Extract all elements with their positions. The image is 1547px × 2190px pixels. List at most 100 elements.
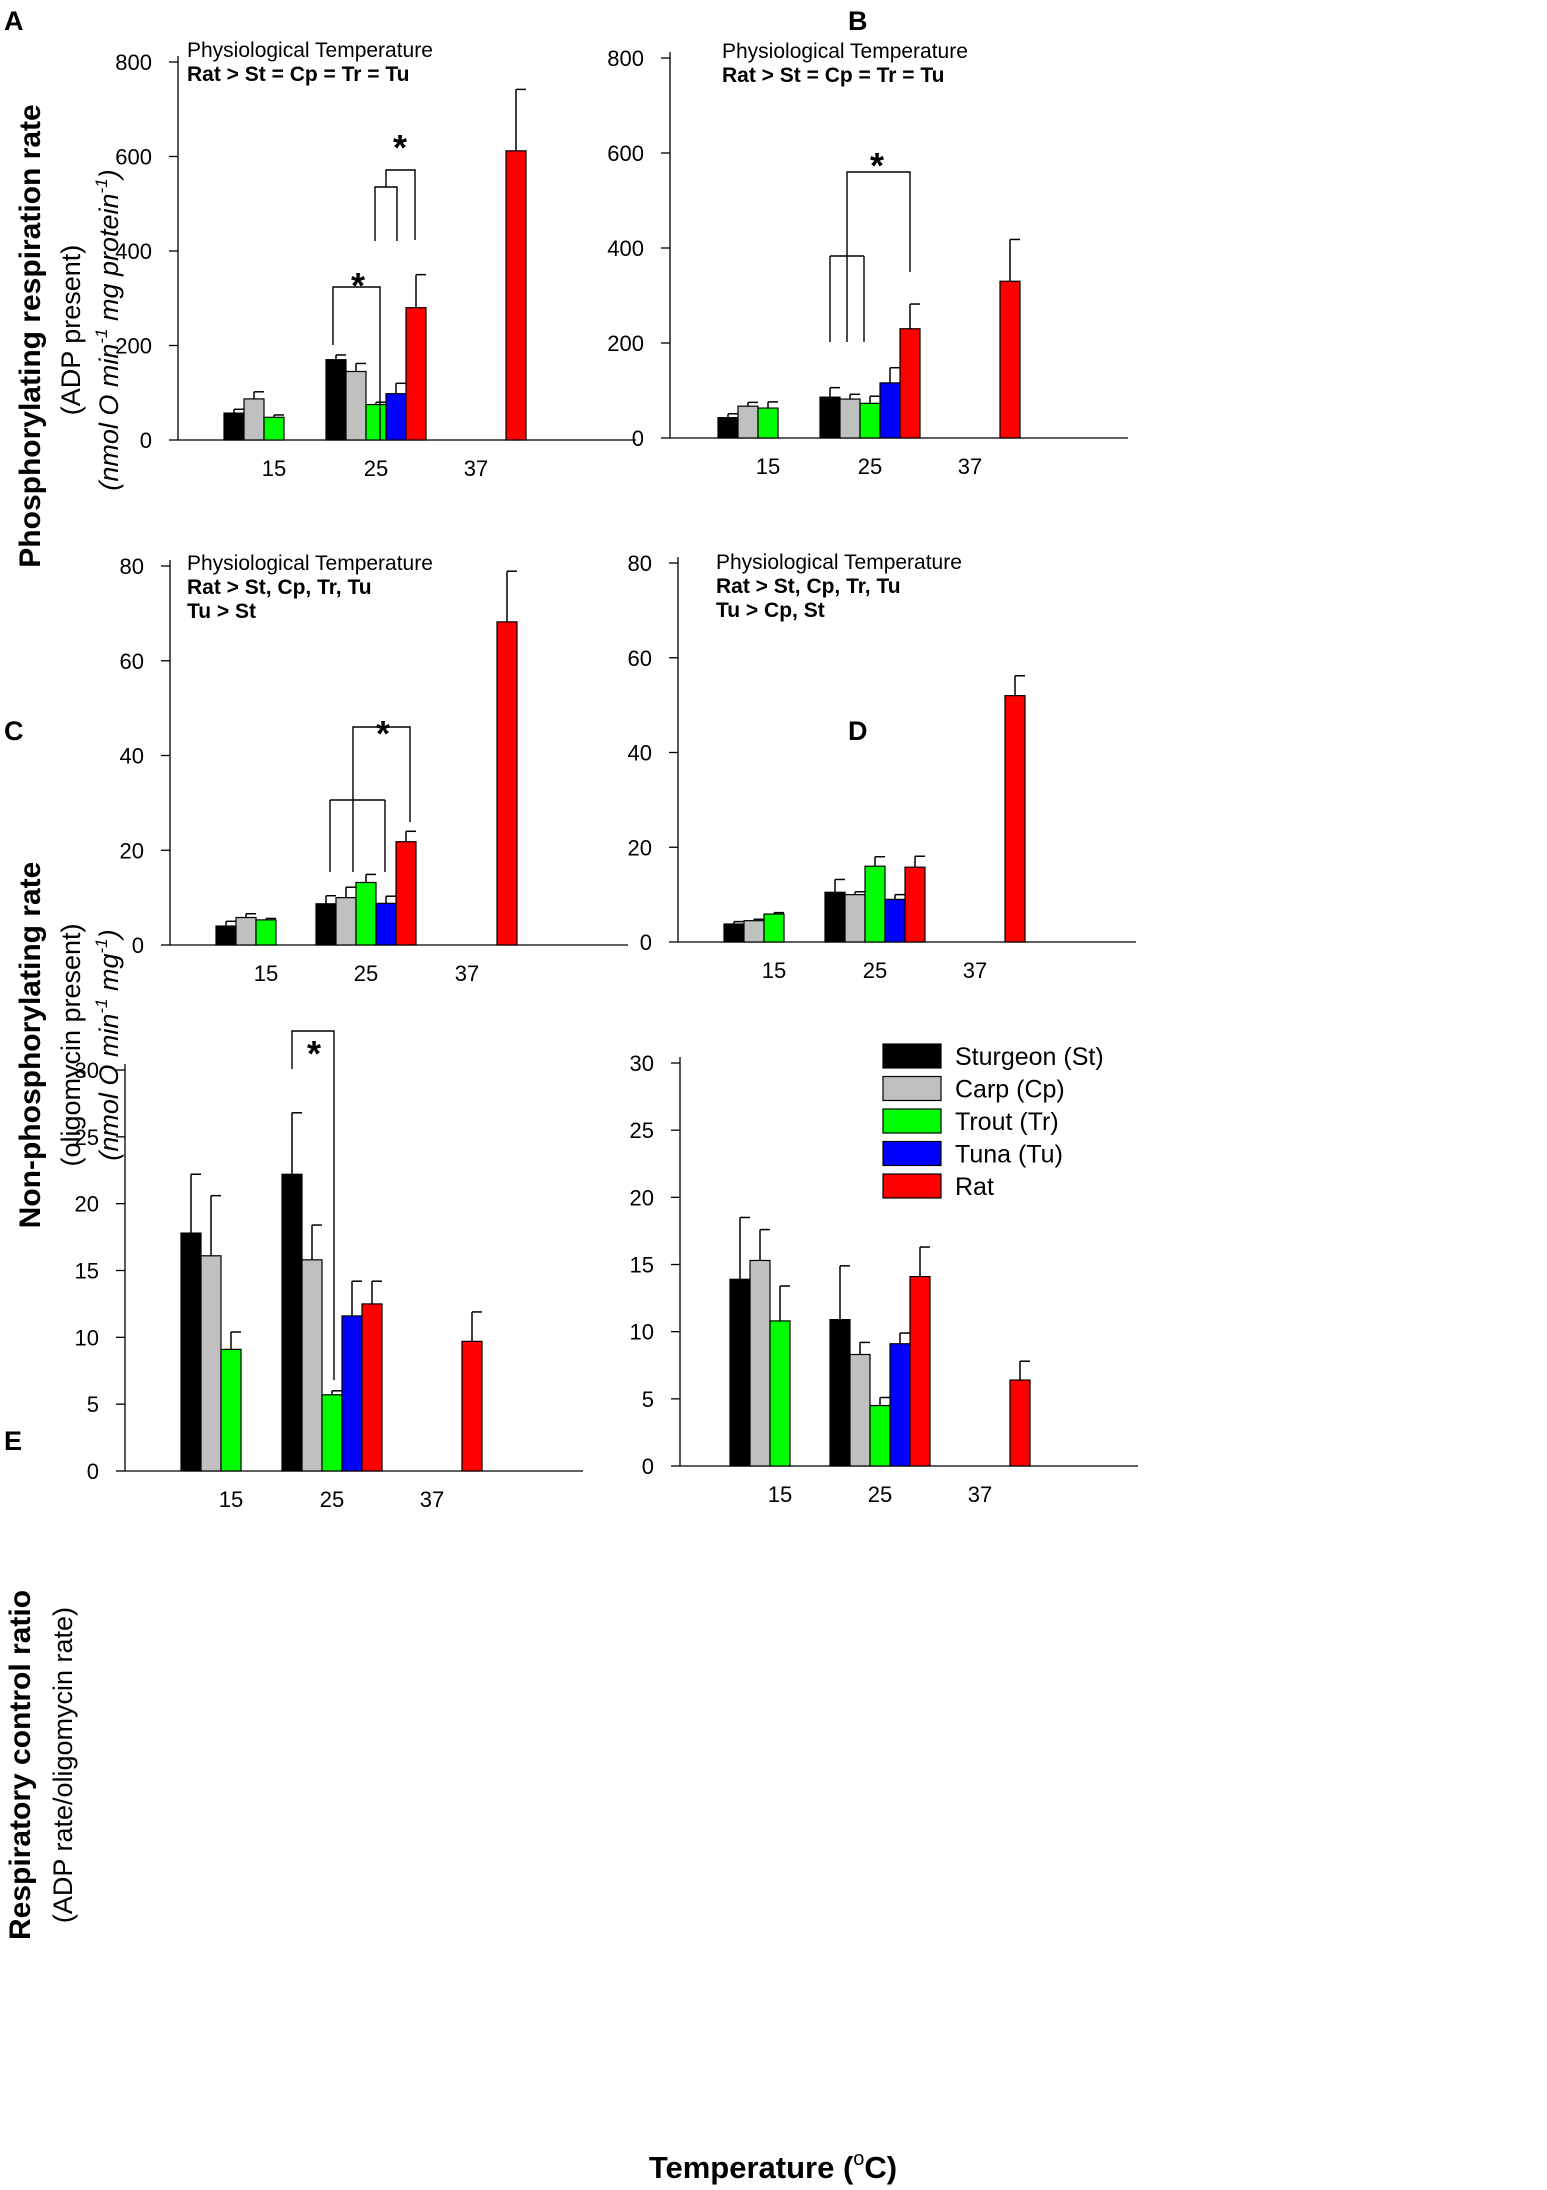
bar-trout-25: [355, 881, 377, 946]
annotation-line: Tu > Cp, St: [716, 599, 825, 622]
legend-label: Tuna (Tu): [955, 1141, 1063, 1169]
annotation-line: Physiological Temperature: [187, 552, 433, 575]
y-tick-label: 400: [607, 236, 644, 261]
annotation-line: Physiological Temperature: [722, 40, 968, 63]
y-tick-label: 20: [628, 835, 652, 860]
x-tick-label: 37: [958, 454, 982, 479]
significance-bracket: [329, 726, 411, 872]
y-tick-label: 30: [630, 1051, 654, 1076]
legend-swatch-tuna: [882, 1140, 942, 1167]
y-tick-label: 600: [115, 145, 152, 170]
bar-trout-15: [763, 913, 785, 943]
bar-rat-25: [899, 328, 921, 439]
panel-label-e: E: [4, 1426, 22, 1456]
bar-carp-15: [743, 920, 765, 943]
panel-a-phosphorylating-physiological: 0 200 400 600 800 15 25 37 Physiological Tempera…: [115, 39, 636, 481]
bar-trout-25: [321, 1394, 343, 1472]
bar-sturgeon-25: [829, 1318, 851, 1467]
bar-rat-37: [1004, 695, 1026, 943]
legend-swatch-rat: [882, 1173, 942, 1199]
bar-trout-15: [263, 416, 285, 441]
bar-rat-37: [496, 621, 518, 946]
y-tick-label: 10: [75, 1325, 99, 1350]
x-tick-label: 15: [768, 1482, 792, 1507]
bar-carp-25: [849, 1353, 871, 1467]
annotation-line: Physiological Temperature: [187, 39, 433, 62]
significance-bracket: [374, 169, 416, 241]
ylabel-row3-sub: (ADP rate/oligomycin rate): [48, 1607, 78, 1923]
x-tick-label: 15: [756, 454, 780, 479]
significance-star: *: [393, 127, 407, 168]
x-tick-label: 37: [455, 961, 479, 986]
significance-star: *: [307, 1033, 321, 1074]
bar-sturgeon-25: [325, 359, 347, 441]
annotation-line: Rat > St = Cp = Tr = Tu: [722, 64, 945, 87]
panel-f-rcr: 0 5 10 15 20 25 30 15 25 37: [630, 1051, 1138, 1507]
x-tick-label: 15: [254, 961, 278, 986]
y-tick-label: 15: [75, 1259, 99, 1284]
panel-label-d: D: [848, 716, 868, 746]
y-tick-label: 40: [628, 741, 652, 766]
x-tick-label: 15: [262, 456, 286, 481]
x-tick-label: 15: [219, 1487, 243, 1512]
bar-tuna-25: [879, 382, 901, 439]
x-tick-label: 15: [762, 958, 786, 983]
y-tick-label: 200: [115, 334, 152, 359]
y-tick-label: 80: [120, 554, 144, 579]
bar-carp-15: [235, 916, 257, 946]
legend-label: Rat: [955, 1173, 994, 1201]
bar-sturgeon-15: [729, 1278, 751, 1467]
significance-star: *: [376, 713, 390, 754]
bar-sturgeon-15: [215, 925, 237, 946]
x-tick-label: 37: [963, 958, 987, 983]
bar-sturgeon-25: [315, 903, 337, 946]
panel-b-phosphorylating: 0 200 400 600 800 15 25 37 Physiological Tempera…: [607, 40, 1128, 479]
x-tick-label: 37: [968, 1482, 992, 1507]
ylabel-row1-main: Phosphorylating respiration rate: [14, 104, 47, 567]
y-tick-label: 5: [642, 1387, 654, 1412]
y-tick-label: 600: [607, 141, 644, 166]
bar-sturgeon-15: [717, 416, 739, 439]
significance-bracket: [291, 1030, 335, 1380]
legend-swatch-trout: [882, 1108, 942, 1134]
bar-sturgeon-25: [819, 396, 841, 439]
bar-sturgeon-15: [180, 1232, 202, 1472]
y-tick-label: 800: [607, 46, 644, 71]
ylabel-row2-sub: (oligomycin present): [56, 923, 86, 1166]
y-tick-label: 60: [120, 649, 144, 674]
y-tick-label: 0: [642, 1454, 654, 1479]
bar-carp-25: [301, 1259, 323, 1472]
y-tick-label: 25: [630, 1118, 654, 1143]
legend-swatch-carp: [882, 1075, 942, 1102]
legend-swatch-sturgeon: [882, 1043, 942, 1069]
bar-carp-15: [749, 1259, 771, 1467]
bar-trout-25: [864, 865, 886, 943]
x-tick-label: 25: [868, 1482, 892, 1507]
bar-trout-25: [869, 1404, 891, 1467]
bar-rat-25: [405, 307, 427, 441]
x-tick-label: 25: [858, 454, 882, 479]
bar-trout-25: [859, 402, 881, 439]
panel-label-b: B: [848, 6, 868, 36]
y-tick-label: 30: [75, 1058, 99, 1083]
y-tick-label: 40: [120, 744, 144, 769]
y-tick-label: 15: [630, 1253, 654, 1278]
bar-rat-25: [361, 1303, 383, 1472]
bar-tuna-25: [375, 902, 397, 946]
panel-e-rcr-physiological: 0 5 10 15 20 25 30 15 25 37 *: [75, 1030, 583, 1512]
x-tick-label: 25: [354, 961, 378, 986]
significance-bracket: [332, 286, 381, 440]
bar-trout-15: [769, 1320, 791, 1467]
y-tick-label: 0: [640, 930, 652, 955]
bar-trout-15: [757, 407, 779, 439]
bar-sturgeon-15: [223, 412, 245, 441]
annotation-line: Rat > St, Cp, Tr, Tu: [716, 575, 901, 598]
bar-carp-25: [839, 398, 861, 439]
bar-rat-25: [904, 866, 926, 943]
y-tick-label: 25: [75, 1125, 99, 1150]
annotation-line: Physiological Temperature: [716, 551, 962, 574]
y-tick-label: 200: [607, 331, 644, 356]
x-tick-label: 25: [863, 958, 887, 983]
y-tick-label: 20: [120, 838, 144, 863]
legend: Sturgeon (St) Carp (Cp) Trout (Tr) Tuna (Tu…: [882, 1043, 1104, 1201]
